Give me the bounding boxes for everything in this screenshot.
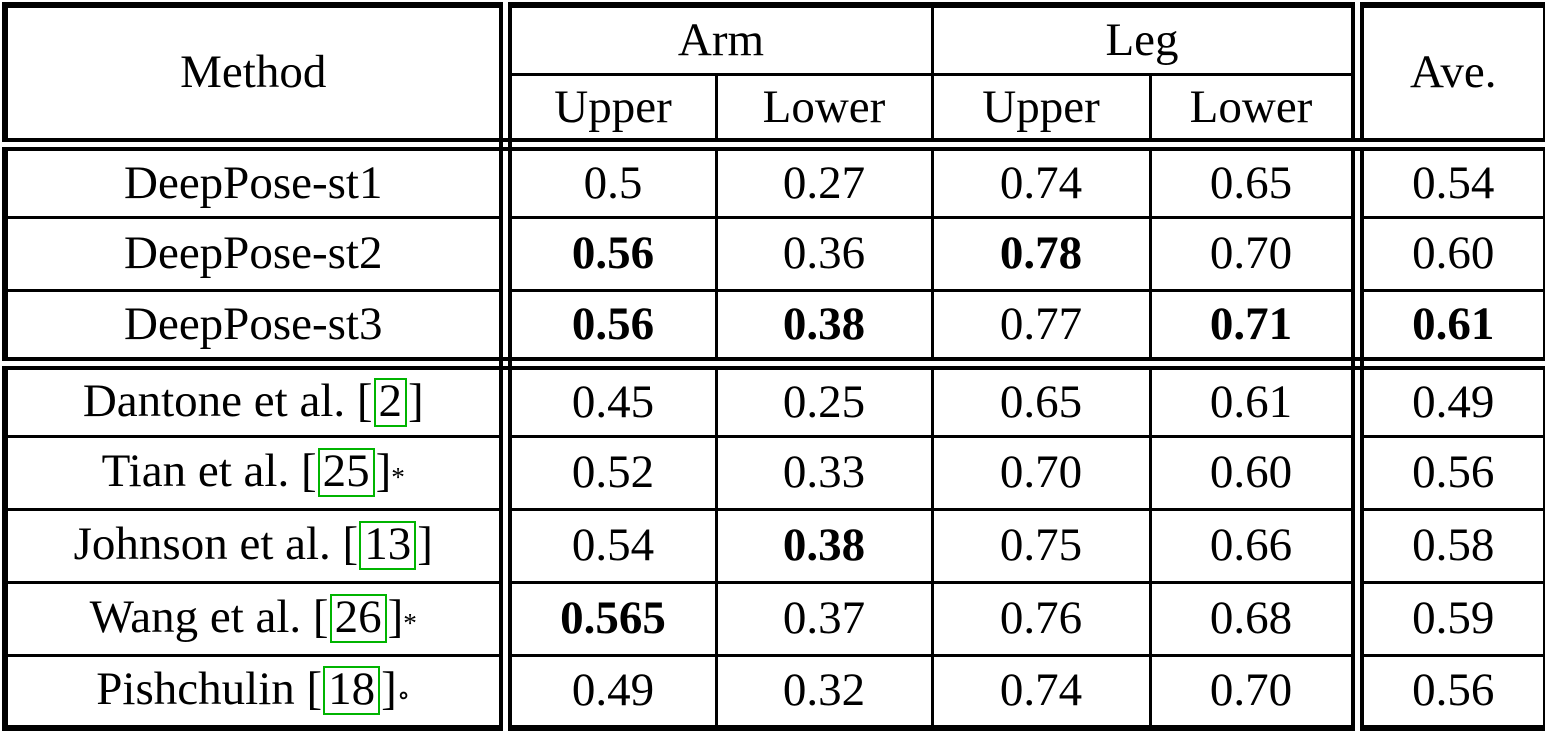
citation-link[interactable]: 18 xyxy=(323,666,381,716)
value-cell-arm-upper: 0.45 xyxy=(503,361,718,438)
table-row-deeppose-st3: DeepPose-st3 0.56 0.38 0.77 0.71 0.61 xyxy=(3,288,1545,370)
col-header-leg-upper: Upper xyxy=(930,73,1152,151)
value-cell-arm-lower: 0.25 xyxy=(714,361,934,438)
method-cell: Johnson et al. [13] xyxy=(3,507,512,584)
table-row-dantone: Dantone et al. [2] 0.45 0.25 0.65 0.61 0… xyxy=(3,361,1545,438)
method-cell: Wang et al. [26]* xyxy=(3,580,512,657)
value-cell-ave: 0.61 xyxy=(1355,288,1545,370)
method-cell: Dantone et al. [2] xyxy=(3,361,512,438)
col-header-arm-lower: Lower xyxy=(714,73,934,151)
col-header-arm: Arm xyxy=(503,3,934,77)
value-cell-arm-lower: 0.37 xyxy=(714,580,934,657)
method-superscript: * xyxy=(403,607,417,638)
citation-link[interactable]: 2 xyxy=(373,377,408,427)
value-cell-arm-lower: 0.38 xyxy=(714,507,934,584)
value-cell-ave: 0.60 xyxy=(1355,215,1545,292)
method-superscript: * xyxy=(391,462,405,493)
method-label: Johnson et al. [ xyxy=(73,517,359,570)
table-row-johnson: Johnson et al. [13] 0.54 0.38 0.75 0.66 … xyxy=(3,507,1545,584)
method-label-close: ] xyxy=(417,517,433,570)
value-cell-leg-lower: 0.71 xyxy=(1148,288,1364,370)
method-label: DeepPose-st3 xyxy=(124,297,383,350)
table-row-deeppose-st1: DeepPose-st1 0.5 0.27 0.74 0.65 0.54 xyxy=(3,142,1545,219)
table-row-wang: Wang et al. [26]* 0.565 0.37 0.76 0.68 0… xyxy=(3,580,1545,657)
method-label: Wang et al. [ xyxy=(89,590,329,643)
value-cell-arm-lower: 0.38 xyxy=(714,288,934,370)
method-cell: DeepPose-st2 xyxy=(3,215,512,292)
value-cell-leg-lower: 0.70 xyxy=(1148,653,1364,730)
value-cell-ave: 0.49 xyxy=(1355,361,1545,438)
value-cell-arm-upper: 0.565 xyxy=(503,580,718,657)
value-cell-arm-upper: 0.54 xyxy=(503,507,718,584)
value-cell-leg-upper: 0.70 xyxy=(930,434,1152,511)
value-cell-arm-lower: 0.32 xyxy=(714,653,934,730)
citation-link[interactable]: 26 xyxy=(329,593,387,644)
method-label-close: ] xyxy=(408,374,424,427)
value-cell-arm-upper: 0.56 xyxy=(503,215,718,292)
header-row-sub: Upper Lower Upper Lower xyxy=(5,73,1545,151)
method-label: Dantone et al. [ xyxy=(82,374,373,427)
value-cell-leg-lower: 0.70 xyxy=(1148,215,1364,292)
value-cell-ave: 0.56 xyxy=(1355,653,1545,730)
value-cell-leg-lower: 0.66 xyxy=(1148,507,1364,584)
method-label: Tian et al. [ xyxy=(101,445,317,498)
method-label: DeepPose-st2 xyxy=(124,227,383,280)
value-cell-leg-lower: 0.60 xyxy=(1148,434,1364,511)
value-cell-leg-upper: 0.65 xyxy=(930,361,1152,438)
value-cell-leg-lower: 0.68 xyxy=(1148,580,1364,657)
header-row-groups: Method Arm Leg Ave. xyxy=(3,3,1545,151)
value-cell-arm-upper: 0.49 xyxy=(503,653,718,730)
value-cell-leg-upper: 0.76 xyxy=(930,580,1152,657)
citation-link[interactable]: 13 xyxy=(359,520,417,571)
col-header-leg-lower: Lower xyxy=(1148,73,1364,151)
value-cell-arm-lower: 0.36 xyxy=(714,215,934,292)
value-cell-leg-upper: 0.77 xyxy=(930,288,1152,370)
table-row-deeppose-st2: DeepPose-st2 0.56 0.36 0.78 0.70 0.60 xyxy=(3,215,1545,292)
method-label-close: ] xyxy=(381,663,397,716)
method-superscript: ∘ xyxy=(396,680,411,711)
value-cell-leg-lower: 0.61 xyxy=(1148,361,1364,438)
citation-link[interactable]: 25 xyxy=(317,447,375,498)
value-cell-arm-upper: 0.56 xyxy=(503,288,718,370)
value-cell-arm-lower: 0.33 xyxy=(714,434,934,511)
method-label-close: ] xyxy=(375,445,392,498)
col-header-method: Method xyxy=(3,3,512,151)
value-cell-leg-lower: 0.65 xyxy=(1148,142,1364,219)
col-header-arm-upper: Upper xyxy=(503,73,718,151)
value-cell-ave: 0.59 xyxy=(1355,580,1545,657)
table-row-tian: Tian et al. [25]* 0.52 0.33 0.70 0.60 0.… xyxy=(3,434,1545,511)
value-cell-arm-lower: 0.27 xyxy=(714,142,934,219)
col-header-leg: Leg xyxy=(930,3,1364,77)
value-cell-arm-upper: 0.52 xyxy=(503,434,718,511)
method-cell: Pishchulin [18]∘ xyxy=(3,653,512,730)
method-label: Pishchulin [ xyxy=(96,663,323,716)
table-row-pishchulin: Pishchulin [18]∘ 0.49 0.32 0.74 0.70 0.5… xyxy=(3,653,1545,730)
value-cell-leg-upper: 0.75 xyxy=(930,507,1152,584)
value-cell-leg-upper: 0.74 xyxy=(930,653,1152,730)
value-cell-ave: 0.56 xyxy=(1355,434,1545,511)
value-cell-arm-upper: 0.5 xyxy=(503,142,718,219)
method-cell: DeepPose-st1 xyxy=(3,142,512,219)
value-cell-leg-upper: 0.78 xyxy=(930,215,1152,292)
method-label-close: ] xyxy=(387,590,404,643)
value-cell-leg-upper: 0.74 xyxy=(930,142,1152,219)
value-cell-ave: 0.54 xyxy=(1355,142,1545,219)
col-header-ave: Ave. xyxy=(1355,3,1545,151)
method-cell: Tian et al. [25]* xyxy=(3,434,512,511)
method-label: DeepPose-st1 xyxy=(124,156,383,209)
value-cell-ave: 0.58 xyxy=(1355,507,1545,584)
method-cell: DeepPose-st3 xyxy=(3,288,512,370)
